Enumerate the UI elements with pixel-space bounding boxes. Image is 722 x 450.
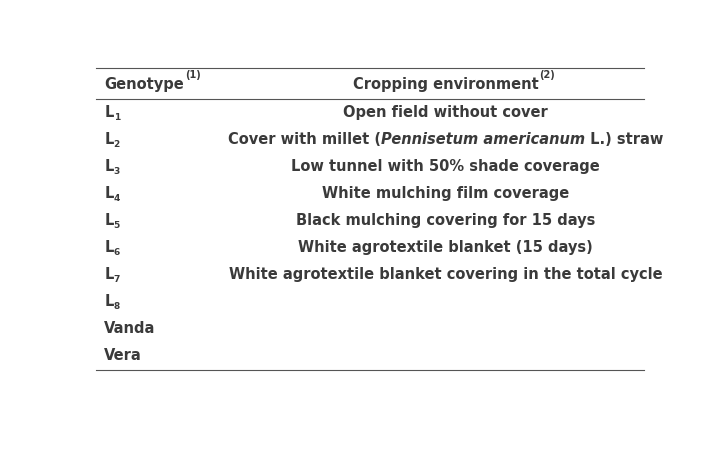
Text: 5: 5: [113, 221, 120, 230]
Text: L: L: [104, 294, 113, 309]
Text: L: L: [104, 132, 113, 147]
Text: 4: 4: [113, 194, 120, 203]
Text: L: L: [104, 213, 113, 228]
Text: Vanda: Vanda: [104, 321, 156, 336]
Text: L: L: [104, 186, 113, 201]
Text: Cover with millet (: Cover with millet (: [228, 132, 380, 147]
Text: Black mulching covering for 15 days: Black mulching covering for 15 days: [296, 213, 595, 228]
Text: White mulching film coverage: White mulching film coverage: [322, 186, 569, 201]
Text: White agrotextile blanket (15 days): White agrotextile blanket (15 days): [298, 240, 593, 255]
Text: 8: 8: [113, 302, 120, 311]
Text: 3: 3: [113, 167, 120, 176]
Text: (1): (1): [185, 70, 201, 81]
Text: 7: 7: [113, 275, 120, 284]
Text: Vera: Vera: [104, 348, 142, 363]
Text: L.) straw: L.) straw: [585, 132, 664, 147]
Text: Open field without cover: Open field without cover: [343, 105, 548, 120]
Text: 6: 6: [113, 248, 120, 257]
Text: White agrotextile blanket covering in the total cycle: White agrotextile blanket covering in th…: [229, 267, 662, 282]
Text: L: L: [104, 105, 113, 120]
Text: (2): (2): [539, 70, 555, 81]
Text: 2: 2: [113, 140, 120, 149]
Text: Low tunnel with 50% shade coverage: Low tunnel with 50% shade coverage: [291, 159, 600, 174]
Text: Genotype: Genotype: [104, 76, 184, 92]
Text: L: L: [104, 159, 113, 174]
Text: L: L: [104, 240, 113, 255]
Text: L: L: [104, 267, 113, 282]
Text: Cropping environment: Cropping environment: [352, 76, 539, 92]
Text: Pennisetum americanum: Pennisetum americanum: [380, 132, 585, 147]
Text: 1: 1: [113, 113, 120, 122]
